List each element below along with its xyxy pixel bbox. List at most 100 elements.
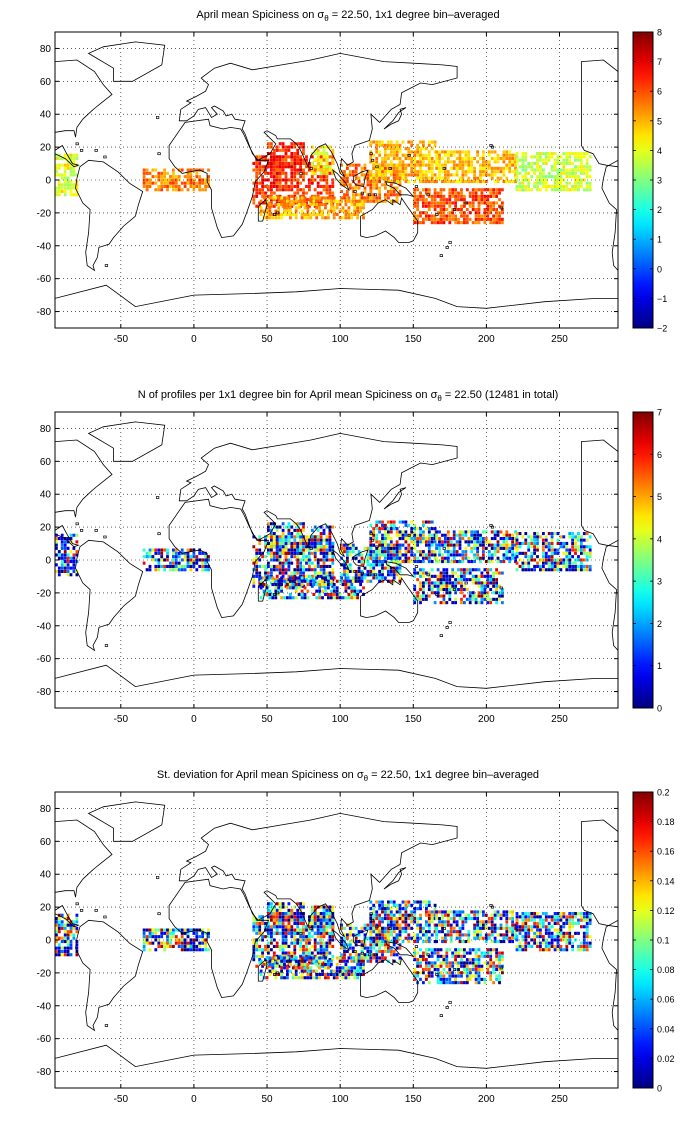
bin-cell (60, 163, 64, 167)
bin-cell (201, 931, 204, 935)
bin-cell (372, 936, 376, 940)
bin-cell (299, 535, 302, 539)
bin-cell (505, 533, 509, 537)
bin-cell (160, 928, 164, 932)
bin-cell (63, 193, 67, 197)
bin-cell (270, 571, 273, 575)
bin-cell (265, 212, 269, 216)
bin-cell (271, 956, 275, 960)
bin-cell (495, 571, 498, 575)
bin-cell (303, 976, 307, 980)
bin-cell (571, 171, 574, 175)
bin-cell (315, 956, 319, 960)
bin-cell (425, 170, 428, 174)
bin-cell (347, 972, 351, 976)
bin-cell (278, 155, 282, 159)
bin-cell (582, 545, 586, 549)
bin-cell (482, 543, 485, 547)
bin-cell (55, 170, 58, 174)
bin-cell (457, 578, 460, 582)
bin-cell (378, 553, 381, 557)
bin-cell (486, 568, 490, 572)
bin-cell (310, 145, 314, 149)
bin-cell (264, 568, 267, 572)
bin-cell (550, 165, 554, 169)
bin-cell (533, 568, 536, 572)
bin-cell (55, 940, 58, 944)
bin-cell (305, 944, 308, 948)
bin-cell (274, 196, 278, 200)
bin-cell (312, 579, 316, 583)
bin-cell (427, 143, 431, 147)
bin-cell (272, 181, 276, 185)
bin-cell (281, 535, 285, 539)
bin-cell (419, 553, 422, 557)
bin-cell (482, 170, 485, 174)
bin-cell (588, 555, 592, 559)
bin-cell (328, 905, 332, 909)
bin-cell (261, 155, 264, 159)
bin-cell (451, 601, 455, 605)
bin-cell (372, 550, 376, 554)
bin-cell (299, 155, 302, 159)
bin-cell (180, 935, 184, 939)
bin-cell (72, 153, 76, 157)
bin-cell (142, 175, 146, 179)
bin-cell (267, 551, 270, 555)
bin-cell (495, 578, 498, 582)
bin-cell (580, 168, 583, 172)
bin-cell (465, 221, 469, 225)
bin-cell (198, 175, 202, 179)
bin-cell (539, 568, 542, 572)
bin-cell (357, 576, 361, 580)
bin-cell (327, 576, 330, 580)
bin-cell (460, 588, 463, 592)
bin-cell (568, 158, 572, 162)
bin-cell (487, 160, 491, 164)
bin-cell (346, 546, 349, 550)
bin-cell (142, 931, 146, 935)
bin-cell (346, 573, 349, 577)
bin-cell (354, 170, 358, 174)
bin-cell (468, 594, 472, 598)
bin-cell (369, 563, 373, 567)
bin-cell (258, 201, 262, 205)
bin-cell (477, 208, 481, 212)
bin-cell (316, 564, 320, 568)
bin-cell (413, 198, 417, 202)
bin-cell (515, 555, 519, 559)
bin-cell (348, 550, 352, 554)
bin-cell (55, 569, 58, 573)
bin-cell (565, 188, 569, 192)
bin-cell (296, 558, 300, 562)
bin-cell (446, 553, 450, 557)
coastline (360, 197, 419, 243)
bin-cell (489, 194, 493, 198)
bin-cell (375, 537, 379, 541)
bin-cell (483, 574, 487, 578)
bin-cell (180, 181, 184, 185)
bin-cell (351, 946, 355, 950)
bin-cell (258, 571, 262, 575)
bin-cell (384, 527, 387, 531)
bin-cell (319, 152, 323, 156)
bin-cell (261, 935, 264, 939)
bin-cell (422, 594, 425, 598)
bin-cell (255, 561, 259, 565)
bin-cell (281, 902, 285, 906)
bin-cell (286, 206, 289, 210)
bin-cell (490, 157, 494, 161)
bin-cell (381, 576, 384, 580)
bin-cell (271, 583, 275, 587)
bin-cell (262, 976, 266, 980)
bin-cell (514, 153, 517, 157)
bin-cell (328, 538, 332, 542)
bin-cell (308, 954, 311, 958)
bin-cell (536, 541, 539, 545)
bin-cell (327, 976, 330, 980)
bin-cell (378, 199, 381, 203)
bin-cell (498, 191, 501, 195)
bin-cell (258, 535, 262, 539)
bin-cell (401, 553, 405, 557)
bin-cell (515, 538, 519, 542)
